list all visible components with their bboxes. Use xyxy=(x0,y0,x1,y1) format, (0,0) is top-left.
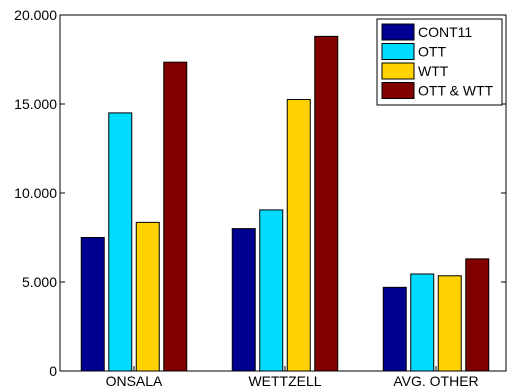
bar-wtt-avg-other xyxy=(437,275,462,372)
y-tick-label: 5.000 xyxy=(22,274,57,290)
bar-wtt-onsala xyxy=(135,221,160,372)
y-axis: 0 5.000 10.000 15.000 20.000 xyxy=(14,7,506,379)
legend-label: OTT & WTT xyxy=(418,83,494,99)
legend: CONT11 OTT WTT OTT & WTT xyxy=(376,18,503,106)
legend-swatch xyxy=(381,62,415,80)
bar-ott-wtt-wettzell xyxy=(314,35,339,372)
legend-swatch xyxy=(381,43,415,60)
bar-cont11-wettzell xyxy=(231,228,256,372)
bar-cont11-avg-other xyxy=(382,286,407,372)
x-tick-label: WETTZELL xyxy=(248,373,321,389)
y-tick-label: 15.000 xyxy=(14,96,57,112)
y-tick-label: 10.000 xyxy=(14,185,57,201)
x-tick-label: AVG. OTHER xyxy=(393,373,478,389)
legend-label: CONT11 xyxy=(418,24,472,40)
bar-ott-wettzell xyxy=(259,209,284,372)
bar-ott-avg-other xyxy=(410,273,435,372)
bars-group xyxy=(80,35,490,372)
bar-cont11-onsala xyxy=(80,237,105,372)
bar-ott-wtt-onsala xyxy=(163,61,188,372)
x-tick-label: ONSALA xyxy=(106,373,163,389)
bar-ott-wtt-avg-other xyxy=(465,258,490,372)
y-tick-label: 20.000 xyxy=(14,7,57,23)
legend-swatch xyxy=(381,23,415,41)
bar-ott-onsala xyxy=(108,112,133,372)
y-tick-label: 0 xyxy=(49,363,57,379)
legend-label: WTT xyxy=(418,63,449,79)
legend-label: OTT xyxy=(418,44,446,60)
bar-wtt-wettzell xyxy=(286,99,311,372)
legend-swatch xyxy=(381,82,415,99)
x-axis: ONSALA WETTZELL AVG. OTHER xyxy=(106,366,479,389)
